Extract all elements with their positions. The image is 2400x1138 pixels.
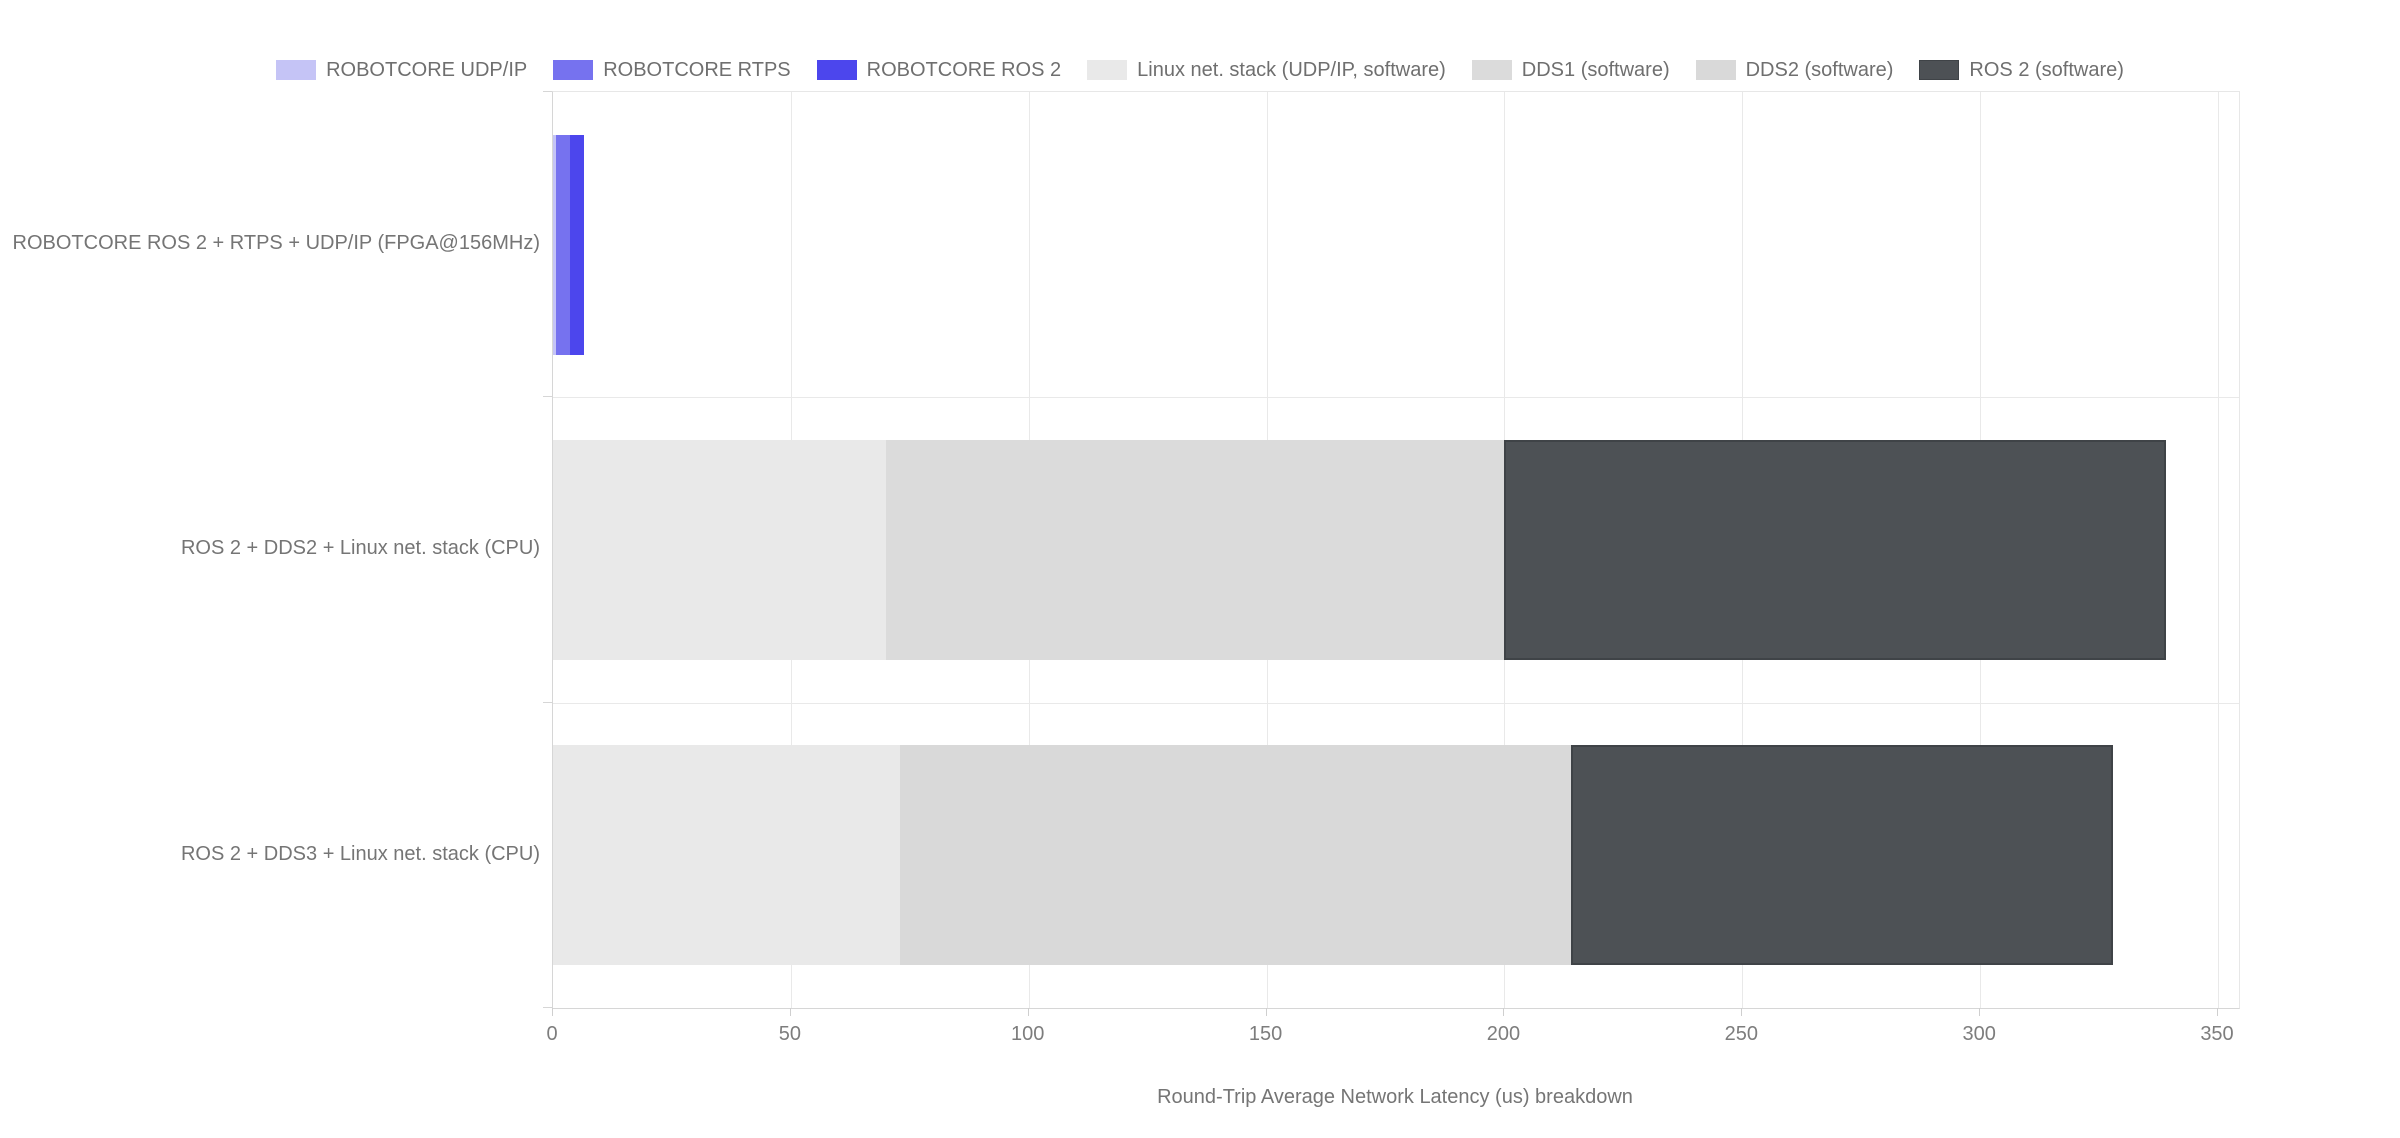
legend-swatch-robotcore-ros-2 [816,60,857,80]
x-tick-label-300: 300 [1962,1023,1996,1045]
category-label-1: ROBOTCORE ROS 2 + RTPS + UDP/IP (FPGA@15… [12,232,540,255]
stacked-bar-2 [553,439,2166,660]
x-tick-mark-300 [1979,1008,1981,1016]
x-tick-mark-200 [1503,1008,1505,1016]
legend-item-robotcore-udp-ip[interactable]: ROBOTCORE UDP/IP [276,59,527,82]
category-label-2: ROS 2 + DDS2 + Linux net. stack (CPU) [180,537,540,560]
chart-legend: ROBOTCORE UDP/IP ROBOTCORE RTPS ROBOTCORE … [0,57,2400,83]
x-tick-label-200: 200 [1486,1023,1521,1045]
category-band-3 [553,703,2239,1008]
legend-swatch-dds1-software [1471,60,1512,80]
legend-swatch-robotcore-rtps [553,60,594,80]
bar-segment-ros-2-software[interactable] [1571,745,2114,966]
y-tick-mark [543,1007,552,1008]
x-tick-mark-150 [1265,1008,1267,1016]
x-tick-label-0: 0 [546,1023,558,1045]
gridline-x-350 [2218,92,2219,1008]
legend-item-linux-net-stack-udp-ip-software[interactable]: Linux net. stack (UDP/IP, software) [1087,59,1446,82]
category-band-1 [553,92,2239,397]
band-separator [553,702,2239,704]
bar-segment-robotcore-ros-2[interactable] [569,134,584,355]
legend-item-dds2-software[interactable]: DDS2 (software) [1695,58,1894,82]
y-tick-mark [543,91,552,92]
legend-item-ros-2-software[interactable]: ROS 2 (software) [1919,58,2124,82]
x-tick-mark-350 [2217,1008,2218,1016]
legend-label: DDS1 (software) [1521,58,1670,81]
legend-item-dds1-software[interactable]: DDS1 (software) [1471,58,1670,82]
y-tick-mark [543,701,552,703]
bar-segment-dds2-software[interactable] [900,745,1572,966]
category-label-3: ROS 2 + DDS3 + Linux net. stack (CPU) [180,842,540,865]
legend-label: Linux net. stack (UDP/IP, software) [1137,58,1446,81]
bar-segment-robotcore-rtps[interactable] [555,134,570,355]
x-axis-title: Round-Trip Average Network Latency (us) … [1157,1086,1633,1108]
legend-item-robotcore-ros-2[interactable]: ROBOTCORE ROS 2 [816,58,1062,82]
x-tick-label-250: 250 [1724,1023,1758,1045]
plot-area [552,91,2240,1009]
x-tick-label-150: 150 [1248,1023,1283,1045]
legend-label: ROS 2 (software) [1969,58,2124,81]
x-tick-mark-100 [1027,1008,1029,1016]
legend-swatch-ros-2-software [1919,60,1960,80]
stacked-bar-3 [553,745,2114,966]
bar-segment-ros-2-software[interactable] [1504,439,2166,660]
bar-segment-robotcore-udp-ip[interactable] [553,134,556,355]
x-tick-label-50: 50 [778,1023,801,1045]
bar-segment-linux-net-stack-udp-ip-software[interactable] [553,745,901,966]
bar-segment-linux-net-stack-udp-ip-software[interactable] [553,439,886,660]
y-tick-mark [543,396,552,398]
legend-label: ROBOTCORE UDP/IP [326,58,528,81]
x-tick-mark-0 [552,1008,553,1016]
legend-item-robotcore-rtps[interactable]: ROBOTCORE RTPS [553,58,791,82]
x-tick-mark-250 [1741,1008,1743,1016]
x-tick-label-100: 100 [1011,1023,1045,1045]
stacked-bar-1 [553,134,584,355]
x-tick-label-350: 350 [2200,1023,2234,1045]
x-tick-mark-50 [789,1008,791,1016]
legend-label: DDS2 (software) [1745,58,1894,81]
category-band-2 [553,397,2239,702]
bar-segment-dds1-software[interactable] [886,439,1505,660]
legend-swatch-dds2-software [1695,60,1736,80]
legend-label: ROBOTCORE ROS 2 [866,58,1062,81]
band-separator [553,397,2239,399]
legend-swatch-linux-net-stack-udp-ip-software [1087,60,1128,80]
legend-label: ROBOTCORE RTPS [603,58,791,81]
legend-swatch-robotcore-udp-ip [276,60,317,80]
